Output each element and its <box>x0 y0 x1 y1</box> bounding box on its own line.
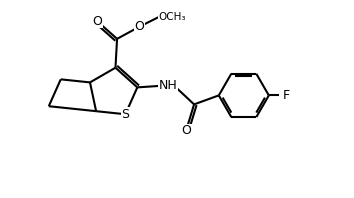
Text: F: F <box>282 89 290 102</box>
Text: O: O <box>135 20 144 33</box>
Text: NH: NH <box>159 79 177 92</box>
Text: OCH₃: OCH₃ <box>159 12 186 22</box>
Text: O: O <box>92 15 102 28</box>
Text: S: S <box>121 108 129 121</box>
Text: O: O <box>181 124 191 137</box>
